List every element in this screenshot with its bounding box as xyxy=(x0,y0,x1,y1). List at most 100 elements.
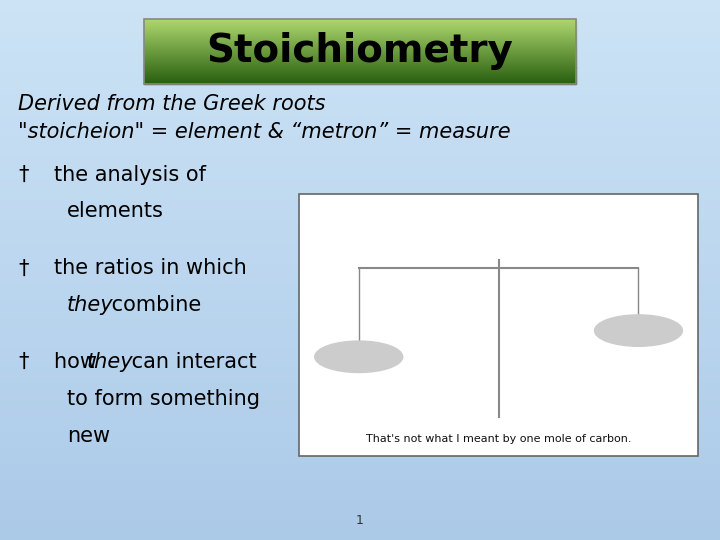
Bar xyxy=(0,434,720,436)
Bar xyxy=(0,0,720,2)
Bar xyxy=(0,207,720,209)
Bar xyxy=(0,88,720,90)
Bar xyxy=(0,366,720,367)
Bar xyxy=(0,501,720,502)
Bar xyxy=(0,120,720,123)
Bar xyxy=(0,441,720,443)
Bar xyxy=(0,135,720,137)
Bar xyxy=(0,385,720,387)
Bar xyxy=(0,265,720,266)
Bar xyxy=(0,93,720,96)
Bar xyxy=(0,45,720,47)
Bar xyxy=(0,18,720,20)
Bar xyxy=(0,428,720,430)
Bar xyxy=(0,124,720,126)
Bar xyxy=(0,155,720,157)
Bar xyxy=(0,223,720,225)
Bar xyxy=(0,117,720,119)
Bar xyxy=(0,468,720,470)
Bar xyxy=(0,34,720,36)
Bar xyxy=(0,252,720,254)
Bar xyxy=(0,353,720,355)
Bar xyxy=(0,119,720,120)
Bar xyxy=(0,484,720,486)
Bar xyxy=(0,164,720,166)
Bar xyxy=(0,65,720,66)
Bar xyxy=(0,171,720,173)
Bar xyxy=(0,225,720,227)
Bar xyxy=(0,511,720,513)
Bar xyxy=(0,317,720,319)
Bar xyxy=(0,347,720,349)
Bar xyxy=(0,178,720,180)
Bar xyxy=(0,324,720,326)
Bar xyxy=(0,236,720,238)
Bar xyxy=(0,162,720,164)
Bar xyxy=(0,427,720,428)
Bar xyxy=(0,525,720,528)
Bar xyxy=(0,27,720,29)
Bar xyxy=(0,373,720,374)
Bar xyxy=(0,367,720,369)
Bar xyxy=(0,455,720,457)
Bar xyxy=(0,209,720,211)
Bar xyxy=(0,301,720,302)
Bar xyxy=(0,101,720,103)
Bar xyxy=(0,36,720,38)
Bar xyxy=(0,464,720,466)
Text: 1: 1 xyxy=(356,514,364,526)
Bar xyxy=(0,356,720,358)
Bar xyxy=(0,524,720,525)
Bar xyxy=(0,110,720,112)
Bar xyxy=(0,255,720,258)
Text: †: † xyxy=(18,259,29,279)
Bar xyxy=(0,137,720,139)
Bar xyxy=(0,61,720,63)
Bar xyxy=(0,502,720,504)
Text: the ratios in which: the ratios in which xyxy=(54,259,247,279)
Text: †: † xyxy=(18,352,29,372)
Bar xyxy=(0,90,720,92)
Bar xyxy=(0,9,720,11)
Bar xyxy=(0,270,720,272)
Bar xyxy=(0,220,720,221)
Bar xyxy=(0,150,720,151)
Bar xyxy=(0,378,720,380)
Bar xyxy=(0,461,720,463)
Bar xyxy=(0,142,720,144)
Bar xyxy=(0,450,720,452)
Bar xyxy=(0,113,720,115)
Bar xyxy=(0,191,720,193)
Bar xyxy=(0,506,720,508)
Bar xyxy=(0,99,720,101)
Bar xyxy=(0,436,720,437)
Bar xyxy=(0,509,720,511)
Bar xyxy=(0,498,720,501)
Text: "stoicheion" = element & “metron” = measure: "stoicheion" = element & “metron” = meas… xyxy=(18,122,510,141)
Bar xyxy=(0,115,720,117)
Bar xyxy=(0,79,720,81)
Bar xyxy=(0,194,720,196)
Bar xyxy=(0,185,720,187)
Bar xyxy=(0,239,720,241)
Bar xyxy=(0,49,720,50)
Bar xyxy=(0,490,720,491)
Bar xyxy=(0,15,720,16)
Bar xyxy=(0,459,720,461)
Bar xyxy=(0,31,720,32)
Bar xyxy=(0,535,720,536)
Bar xyxy=(0,234,720,236)
Text: combine: combine xyxy=(105,295,202,315)
Bar xyxy=(0,275,720,277)
Bar xyxy=(0,286,720,288)
Bar xyxy=(0,85,720,86)
Bar xyxy=(0,336,720,339)
Bar xyxy=(0,177,720,178)
Bar xyxy=(0,7,720,9)
Bar xyxy=(0,70,720,72)
Bar xyxy=(0,182,720,184)
Text: they: they xyxy=(67,295,114,315)
Text: to form something: to form something xyxy=(67,389,260,409)
Bar xyxy=(0,180,720,182)
Bar xyxy=(0,245,720,247)
